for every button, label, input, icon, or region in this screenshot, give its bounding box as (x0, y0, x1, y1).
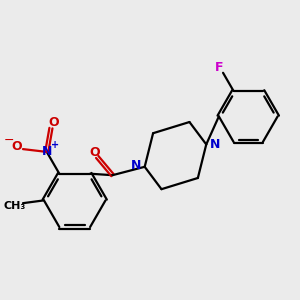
Text: O: O (48, 116, 59, 129)
Text: N: N (131, 159, 142, 172)
Text: CH₃: CH₃ (3, 201, 26, 211)
Text: F: F (214, 61, 223, 74)
Text: N: N (209, 138, 220, 151)
Text: O: O (89, 146, 100, 159)
Text: −: − (4, 134, 14, 147)
Text: N: N (42, 146, 52, 158)
Text: O: O (11, 140, 22, 153)
Text: +: + (50, 140, 59, 150)
